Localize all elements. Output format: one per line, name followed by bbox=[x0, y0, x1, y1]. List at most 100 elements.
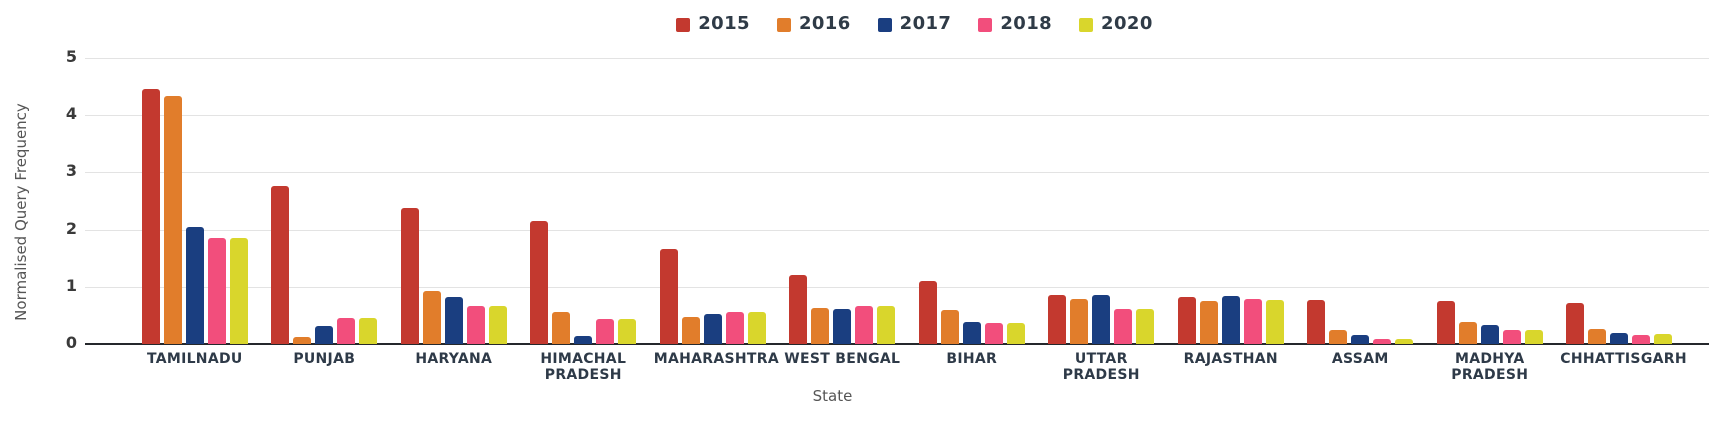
x-tick-slot: WEST BENGAL bbox=[778, 351, 908, 383]
bar-2020 bbox=[618, 319, 637, 344]
bar-2016 bbox=[1588, 329, 1607, 344]
x-tick-label: HIMACHAL PRADESH bbox=[540, 351, 627, 384]
legend-label: 2016 bbox=[798, 13, 851, 34]
legend-swatch-icon bbox=[877, 17, 892, 32]
x-tick-slot: TAMILNADU bbox=[130, 351, 260, 383]
bar-2017 bbox=[962, 322, 981, 344]
x-axis-title: State bbox=[812, 387, 853, 405]
x-tick-slot: MAHARASHTRA bbox=[648, 351, 779, 383]
x-tick-label: WEST BENGAL bbox=[784, 351, 901, 367]
bar-2020 bbox=[229, 238, 248, 344]
bar-2017 bbox=[1610, 333, 1629, 344]
bar-2018 bbox=[1373, 339, 1392, 344]
gridline bbox=[85, 229, 1709, 231]
x-tick-label: TAMILNADU bbox=[146, 351, 243, 367]
gridline bbox=[85, 115, 1709, 117]
bar-2015 bbox=[271, 186, 290, 344]
bar-2018 bbox=[596, 319, 615, 344]
bar-group bbox=[130, 58, 260, 344]
bar-2017 bbox=[315, 326, 334, 344]
bar-2018 bbox=[1632, 335, 1651, 344]
bar-2020 bbox=[747, 312, 766, 344]
x-tick-label: BIHAR bbox=[946, 351, 998, 367]
bar-2020 bbox=[1654, 334, 1673, 344]
legend: 2015 2016 2017 2018 2020 bbox=[60, 13, 1709, 34]
y-tick-label: 2 bbox=[65, 218, 77, 238]
bar-2015 bbox=[1566, 303, 1585, 344]
legend-item-2020: 2020 bbox=[1079, 13, 1153, 34]
x-tick-slot: UTTAR PRADESH bbox=[1037, 351, 1167, 383]
bar-2020 bbox=[359, 318, 378, 344]
legend-swatch-icon bbox=[676, 17, 691, 32]
bar-2015 bbox=[1177, 297, 1196, 344]
bar-2015 bbox=[400, 208, 419, 344]
bar-2018 bbox=[1243, 299, 1262, 344]
bar-2015 bbox=[1307, 300, 1326, 344]
bar-2017 bbox=[1092, 295, 1111, 344]
bar-2015 bbox=[918, 281, 937, 344]
plot-area: 0 1 2 3 4 5 bbox=[66, 47, 1709, 352]
legend-item-2016: 2016 bbox=[776, 13, 851, 34]
bar-group bbox=[907, 58, 1037, 344]
bar-2015 bbox=[530, 221, 549, 344]
bar-2020 bbox=[488, 306, 507, 344]
bar-2018 bbox=[725, 312, 744, 344]
bar-2017 bbox=[185, 227, 204, 344]
bar-2016 bbox=[940, 310, 959, 344]
bar-group bbox=[1037, 58, 1167, 344]
bar-2017 bbox=[1351, 335, 1370, 344]
x-tick-slot: PUNJAB bbox=[260, 351, 390, 383]
bar-groups bbox=[85, 58, 1709, 344]
legend-label: 2015 bbox=[698, 13, 750, 34]
bar-2020 bbox=[1524, 330, 1543, 344]
bar-2020 bbox=[1136, 309, 1155, 344]
legend-item-2015: 2015 bbox=[676, 13, 750, 34]
x-tick-slot: ASSAM bbox=[1296, 351, 1426, 383]
legend-label: 2018 bbox=[1000, 13, 1053, 34]
bar-group bbox=[778, 58, 908, 344]
legend-item-2017: 2017 bbox=[877, 13, 952, 34]
bar-2016 bbox=[811, 308, 830, 344]
bar-2016 bbox=[1199, 301, 1218, 344]
bar-2018 bbox=[207, 238, 226, 344]
bar-group bbox=[1425, 58, 1555, 344]
y-tick-label: 3 bbox=[65, 161, 77, 181]
x-tick-slot: BIHAR bbox=[907, 351, 1037, 383]
bar-group bbox=[260, 58, 390, 344]
x-tick-slot: HARYANA bbox=[389, 351, 519, 383]
bar-2015 bbox=[659, 249, 678, 344]
legend-swatch-icon bbox=[1079, 17, 1094, 32]
bar-2020 bbox=[1006, 323, 1025, 344]
bar-2016 bbox=[552, 312, 571, 344]
bar-2016 bbox=[293, 337, 312, 344]
bar-2015 bbox=[1436, 301, 1455, 344]
bar-2017 bbox=[703, 314, 722, 344]
bar-2016 bbox=[1329, 330, 1348, 344]
x-tick-label: RAJASTHAN bbox=[1183, 351, 1278, 367]
bar-group bbox=[1296, 58, 1426, 344]
bar-group bbox=[1166, 58, 1296, 344]
legend-swatch-icon bbox=[776, 17, 791, 32]
legend-item-2018: 2018 bbox=[978, 13, 1052, 34]
bar-2018 bbox=[466, 306, 485, 344]
bar-group bbox=[519, 58, 649, 344]
x-tick-label: PUNJAB bbox=[293, 351, 356, 367]
x-tick-slot: MADHYA PRADESH bbox=[1425, 351, 1555, 383]
bar-2018 bbox=[1114, 309, 1133, 344]
gridline bbox=[85, 286, 1709, 288]
bar-2015 bbox=[789, 275, 808, 344]
bar-2017 bbox=[1480, 325, 1499, 344]
bar-2016 bbox=[163, 96, 182, 344]
y-tick-label: 0 bbox=[65, 333, 77, 352]
x-axis-line bbox=[85, 343, 1709, 345]
bar-2018 bbox=[337, 318, 356, 344]
y-axis-title: Normalised Query Frequency bbox=[12, 103, 30, 321]
legend-swatch-icon bbox=[978, 17, 993, 32]
gridline bbox=[85, 172, 1709, 174]
bar-2016 bbox=[681, 317, 700, 344]
bar-2016 bbox=[422, 291, 441, 344]
bar-2018 bbox=[984, 323, 1003, 344]
bar-2017 bbox=[1221, 296, 1240, 344]
bar-2020 bbox=[877, 306, 896, 344]
